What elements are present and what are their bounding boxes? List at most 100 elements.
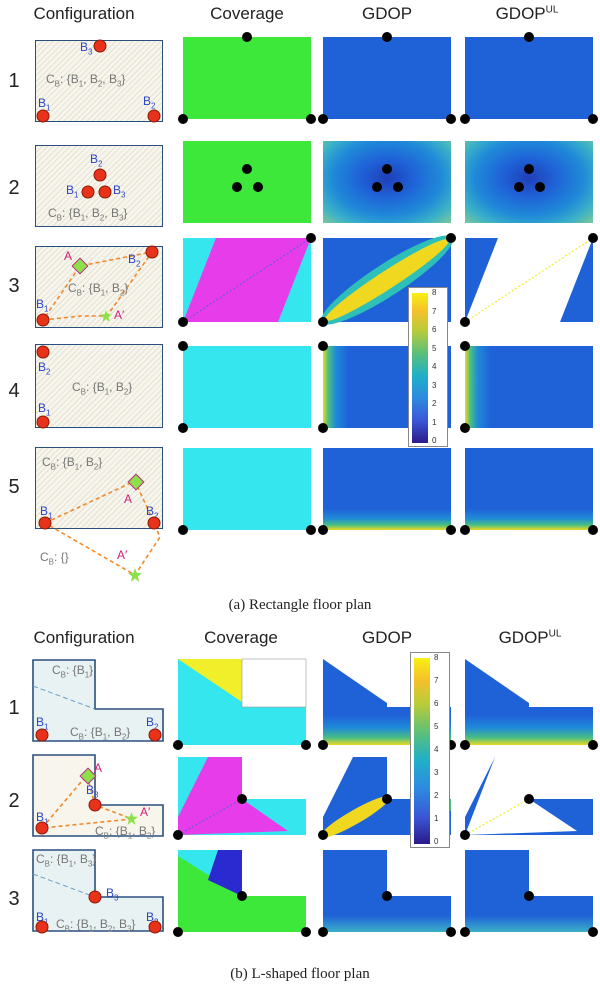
label-aprime: A′ [117,548,128,562]
caption-a: (a) Rectangle floor plan [228,597,372,613]
colorbar-tick: 1 [434,814,439,823]
cb-set-label: CB: {B1, B3} [36,852,97,869]
anchor-marker [588,233,598,243]
coverage-plot-a4 [183,346,311,428]
row-number-5: 5 [8,476,20,498]
label-b1: B1 [36,715,49,732]
anchor-marker [178,423,188,433]
colorbar-tick: 0 [432,436,437,445]
header-gdop-ul: GDOPUL [495,4,559,23]
coverage-plot-a3 [182,237,312,323]
anchor-marker [237,794,247,804]
label-b2: B2 [90,152,103,169]
anchor-b1 [35,920,49,934]
config-panel-a3 [35,246,163,328]
row-number-3: 3 [8,275,20,297]
anchor-b2 [36,345,50,359]
header-gdop: GDOP [361,4,413,23]
gdop-ul-plot-a1 [465,37,593,119]
anchor-b3 [98,185,112,199]
gdop-plot-a5 [323,448,451,530]
anchor-marker [306,233,316,243]
anchor-marker [460,740,470,750]
colorbar-tick: 3 [432,381,437,390]
config-panel-a2 [35,145,163,227]
label-b1: B1 [66,183,79,200]
label-a: A [94,761,103,775]
anchor-marker [446,114,456,124]
coverage-plot-a1 [183,37,311,119]
cb-set-label: CB: {B1, B2} [70,725,131,742]
anchor-marker [178,114,188,124]
anchor-marker [588,927,598,937]
anchor-marker [382,794,392,804]
gdop-plot-a2 [323,141,451,223]
config-panel-a4 [35,344,163,428]
cb-set-label: CB: {B1, B2, B3} [56,917,136,934]
anchor-b3 [88,890,102,904]
caption-b: (b) L-shaped floor plan [230,966,370,982]
coverage-plot-a5 [183,448,311,530]
anchor-marker [535,182,545,192]
row-number-4: 4 [8,380,20,402]
anchor-marker [318,317,328,327]
colorbar-tick: 6 [432,325,437,334]
anchor-marker [306,525,316,535]
colorbar-tick: 0 [434,837,439,846]
header-coverage: Coverage [210,4,284,23]
label-a: A [64,249,73,263]
anchor-marker [318,927,328,937]
anchor-marker [588,525,598,535]
label-b2: B2 [38,360,51,377]
colorbar-tick: 3 [434,768,439,777]
anchor-marker [446,927,456,937]
anchor-marker [173,740,183,750]
anchor-marker [460,525,470,535]
anchor-marker [318,740,328,750]
colorbar-tick: 2 [434,791,439,800]
row-number-1: 1 [8,697,20,719]
cb-set-label: CB: {B1, B2, B3} [46,72,126,89]
coverage-plot-a2 [183,141,311,223]
anchor-marker [446,525,456,535]
label-a: A [124,492,133,506]
anchor-marker [178,341,188,351]
anchor-marker [301,740,311,750]
cb-set-label: CB: {B1, B2} [72,380,133,397]
label-b3: B3 [106,886,119,903]
colorbar-b-gradient [414,658,430,844]
colorbar-tick: 7 [432,307,437,316]
anchor-marker [372,182,382,192]
anchor-b1 [36,415,50,429]
row-number-2: 2 [8,177,20,199]
anchor-marker [232,182,242,192]
anchor-b2 [145,245,159,259]
header-gdop-ul: GDOPUL [498,628,562,647]
anchor-b2 [147,109,161,123]
gdop-ul-plot-b1 [465,659,593,745]
label-b3: B3 [113,183,126,200]
label-b2: B2 [128,252,141,269]
anchor-marker [588,114,598,124]
anchor-marker [318,830,328,840]
anchor-marker [237,891,247,901]
colorbar-tick: 8 [434,653,439,662]
anchor-b2 [147,516,161,530]
label-b1: B1 [36,810,49,827]
header-coverage: Coverage [204,628,278,647]
anchor-marker [460,927,470,937]
anchor-b1 [35,728,49,742]
label-b3: B3 [80,40,93,57]
anchor-b3 [88,798,102,812]
anchor-marker [318,423,328,433]
anchor-marker [524,32,534,42]
anchor-marker [460,830,470,840]
row-number-3: 3 [8,888,20,910]
gdop-ul-plot-a2 [465,141,593,223]
anchor-marker [382,164,392,174]
header-configuration: Configuration [33,4,135,23]
anchor-b1 [36,109,50,123]
colorbar-tick: 1 [432,418,437,427]
anchor-b1 [36,313,50,327]
